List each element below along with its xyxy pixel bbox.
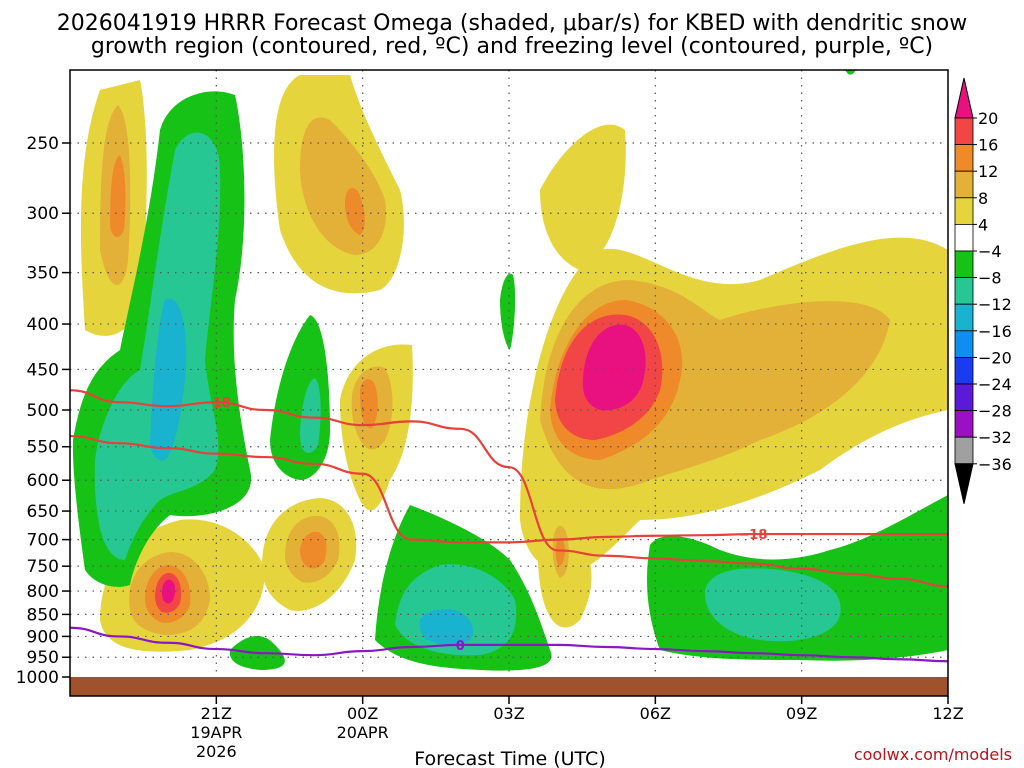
contour-label-1: −18 [738, 528, 767, 543]
colorbar-label-11: −28 [978, 402, 1012, 421]
y-tick-label-700: 700 [27, 531, 59, 551]
y-tick-label-750: 750 [27, 557, 59, 577]
colorbar-label-2: 12 [978, 162, 998, 181]
y-tick-label-450: 450 [27, 360, 59, 380]
omega-region-1 [540, 124, 626, 271]
omega-shaded-field [72, 70, 948, 671]
chart-title-line2: growth region (contoured, red, ºC) and f… [91, 34, 933, 59]
colorbar-label-0: 20 [978, 109, 998, 128]
omega-region-36 [704, 568, 841, 642]
x-tick-label-9: 03Z [493, 704, 524, 723]
y-axis: 2503003504004505005506006507007508008509… [16, 134, 70, 688]
colorbar-label-3: 8 [978, 189, 988, 208]
colorbar-segment-7 [954, 277, 974, 305]
y-tick-label-950: 950 [27, 648, 59, 668]
x-tick-label-18: 12Z [932, 704, 963, 723]
colorbar-segment-10 [954, 356, 974, 385]
y-tick-label-500: 500 [27, 401, 59, 421]
x-date-label-3-0: 19APR [190, 723, 242, 742]
x-date-label-6-0: 20APR [337, 723, 389, 742]
colorbar: 20 16 12 8 4 −4 −8 −12 −16 −20 −24 −28 −32 −36 [954, 77, 1012, 504]
omega-region-14 [344, 188, 365, 235]
y-tick-label-1000: 1000 [16, 668, 59, 688]
y-tick-label-550: 550 [27, 438, 59, 458]
x-tick-label-12: 06Z [640, 704, 671, 723]
x-axis-label: Forecast Time (UTC) [414, 748, 605, 768]
colorbar-segment-3 [954, 170, 974, 199]
omega-region-34 [419, 609, 474, 645]
colorbar-label-1: 16 [978, 136, 998, 155]
colorbar-label-8: −16 [978, 322, 1012, 341]
colorbar-top-arrow [954, 77, 974, 119]
colorbar-label-7: −12 [978, 295, 1012, 314]
colorbar-segment-1 [954, 117, 974, 146]
contour-label-2: 0 [456, 639, 465, 654]
colorbar-label-5: −4 [978, 242, 1002, 261]
y-tick-label-400: 400 [27, 315, 59, 335]
colorbar-segment-12 [954, 410, 974, 438]
omega-region-38 [845, 70, 855, 75]
colorbar-label-9: −20 [978, 348, 1012, 367]
omega-region-5 [582, 324, 646, 411]
x-tick-label-15: 09Z [786, 704, 817, 723]
colorbar-label-6: −8 [978, 269, 1002, 288]
colorbar-segment-9 [954, 330, 974, 358]
colorbar-segment-13 [954, 436, 974, 465]
colorbar-label-10: −24 [978, 375, 1012, 394]
x-date-label-3-1: 2026 [196, 742, 237, 761]
omega-region-22 [300, 531, 327, 569]
y-tick-label-800: 800 [27, 582, 59, 602]
omega-region-25 [360, 378, 378, 429]
colorbar-segment-4 [954, 197, 974, 225]
chart-title-line1: 2026041919 HRRR Forecast Omega (shaded, … [57, 11, 968, 36]
colorbar-label-12: −32 [978, 428, 1012, 447]
colorbar-segment-2 [954, 144, 974, 172]
colorbar-segment-8 [954, 303, 974, 332]
y-tick-label-300: 300 [27, 204, 59, 224]
contour-line-2 [70, 626, 948, 663]
colorbar-bottom-arrow [954, 463, 974, 504]
colorbar-segment-11 [954, 383, 974, 412]
contour-label-0: −18 [202, 396, 231, 411]
temperature-contours: −18 −18 0 [70, 389, 948, 663]
colorbar-segment-6 [954, 250, 974, 279]
y-tick-label-850: 850 [27, 605, 59, 625]
x-tick-label-3: 21Z [201, 704, 232, 723]
omega-region-11 [110, 155, 126, 237]
omega-region-30 [300, 378, 321, 453]
terrain-ground [70, 677, 948, 696]
colorbar-label-4: 4 [978, 215, 988, 234]
plot-area: −18 −18 0 [70, 70, 948, 696]
y-tick-label-650: 650 [27, 502, 59, 522]
y-tick-label-350: 350 [27, 264, 59, 284]
colorbar-label-13: −36 [978, 455, 1012, 474]
omega-region-8 [555, 537, 565, 566]
y-tick-label-900: 900 [27, 627, 59, 647]
omega-region-31 [500, 273, 516, 350]
colorbar-segment-5 [954, 223, 974, 252]
contour-line-1 [70, 434, 948, 544]
omega-region-28 [150, 298, 187, 461]
x-tick-label-6: 00Z [347, 704, 378, 723]
contour-line-0 [70, 389, 948, 588]
y-tick-label-600: 600 [27, 471, 59, 491]
y-tick-label-250: 250 [27, 134, 59, 154]
credit-text: coolwx.com/models [854, 745, 1012, 764]
